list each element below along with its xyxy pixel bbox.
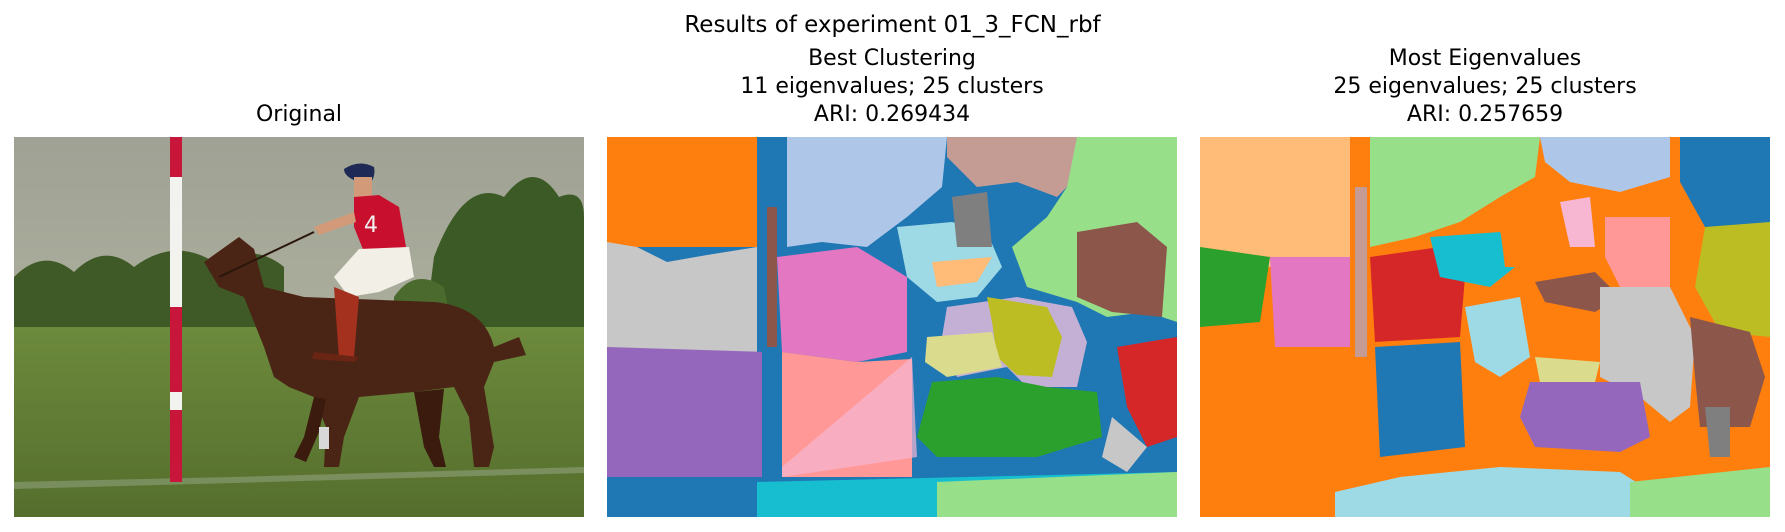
panel-title-line: ARI: 0.257659 [1406, 102, 1564, 127]
panel-title-most-eigenvalues: Most Eigenvalues 25 eigenvalues; 25 clus… [1200, 45, 1770, 129]
panel-title-line: ARI: 0.269434 [813, 102, 971, 127]
panel-title-line: 11 eigenvalues; 25 clusters [740, 74, 1044, 99]
panel-title-original: Original [14, 101, 584, 129]
panel-title-best-clustering: Best Clustering 11 eigenvalues; 25 clust… [607, 45, 1177, 129]
panel-title-line: Best Clustering [808, 46, 976, 71]
panel-title-line: 25 eigenvalues; 25 clusters [1333, 74, 1637, 99]
most-eigenvalues-segmentation [1200, 137, 1770, 517]
original-image: 4 [14, 137, 584, 517]
best-clustering-segmentation [607, 137, 1177, 517]
panel-title-line: Most Eigenvalues [1388, 46, 1582, 71]
panel-title-line: Original [255, 102, 343, 127]
svg-text:4: 4 [364, 213, 378, 238]
figure-suptitle: Results of experiment 01_3_FCN_rbf [684, 12, 1101, 38]
